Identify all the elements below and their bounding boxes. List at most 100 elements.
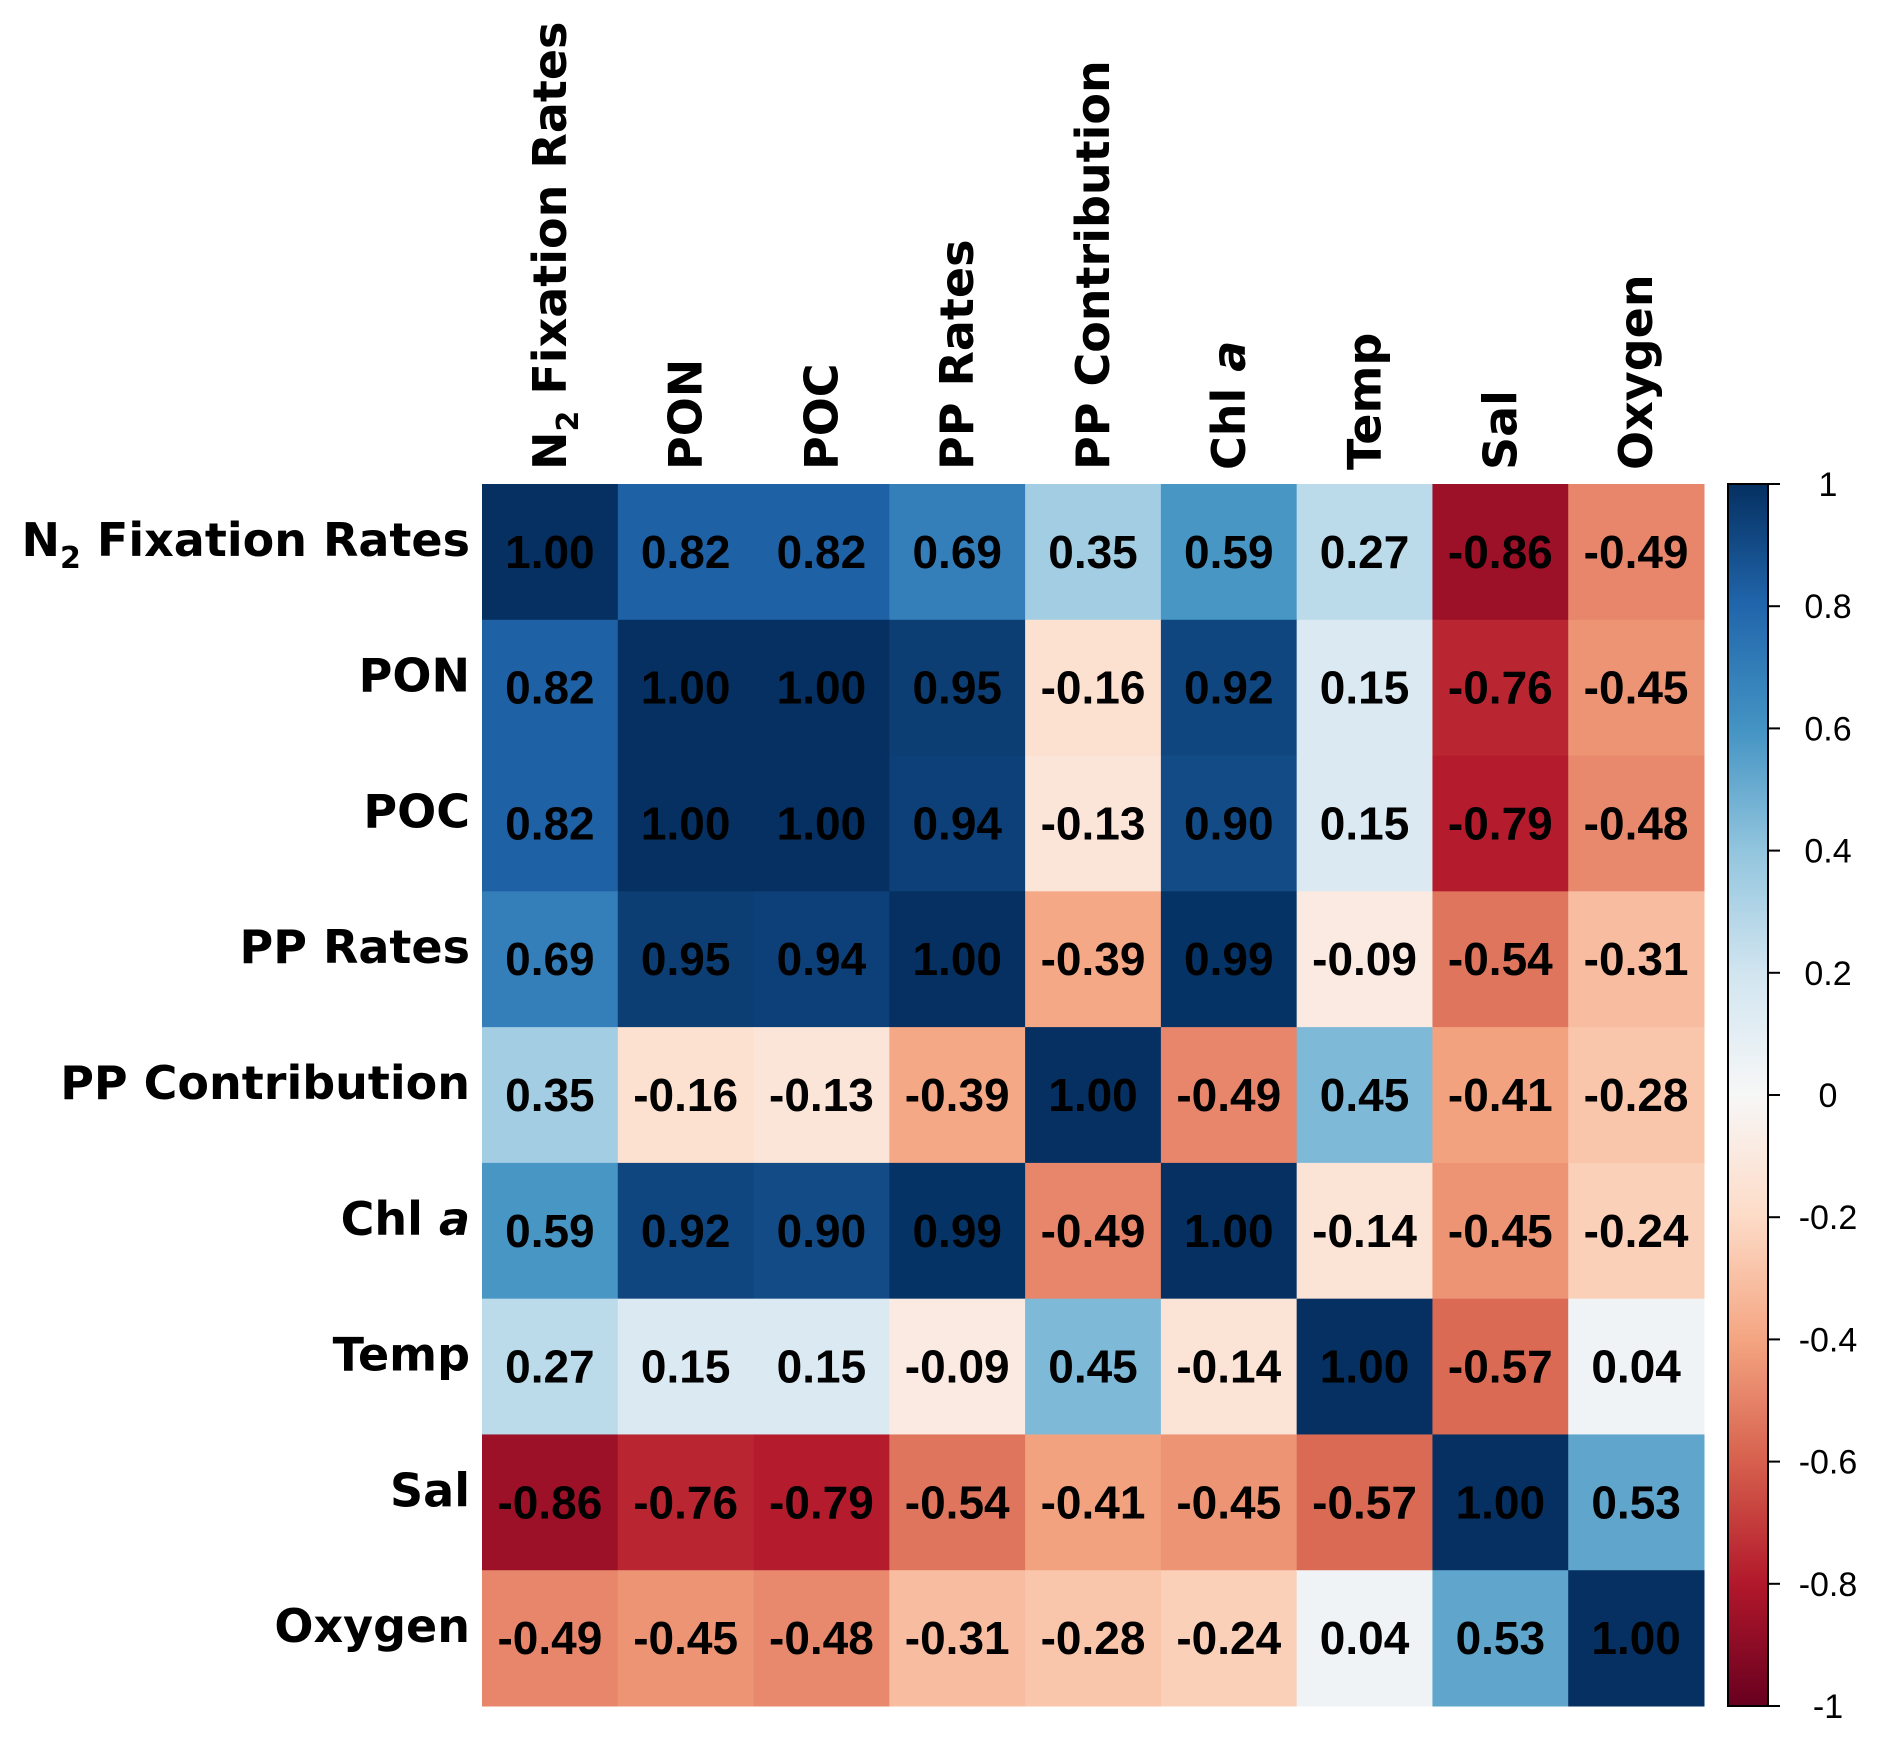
cell-value-label: -0.09	[905, 1341, 1010, 1393]
cell-value-label: -0.39	[1041, 933, 1146, 985]
colorbar-tick-label: -1	[1813, 1688, 1843, 1726]
cell-value-label: -0.14	[1176, 1341, 1281, 1393]
cell-value-label: 0.27	[505, 1341, 595, 1393]
heatmap-cell	[1025, 1027, 1162, 1164]
heatmap-cell	[617, 619, 755, 757]
cell-value-label: -0.24	[1176, 1612, 1281, 1664]
heatmap-cells	[482, 484, 1705, 1707]
heatmap-cell	[753, 1298, 890, 1435]
heatmap-cell	[1568, 619, 1705, 757]
colorbar: 1 0.8 0.6 0.4 0.2 0 -0.2 -0.4 -0.6 -0.8 -1	[1727, 466, 1858, 1726]
colorbar-tick-label: -0.8	[1799, 1566, 1858, 1604]
heatmap-cell	[889, 755, 1026, 892]
colorbar-tick-label: 0.8	[1804, 588, 1851, 626]
heatmap-cell	[482, 619, 619, 757]
heatmap-cell	[753, 755, 890, 892]
cell-value-label: -0.41	[1041, 1476, 1146, 1528]
row-label: N2 Fixation Rates	[22, 513, 470, 576]
colorbar-tick-label: -0.6	[1799, 1444, 1858, 1482]
cell-value-label: 0.15	[641, 1341, 731, 1393]
heatmap-cell	[482, 1298, 619, 1435]
cell-value-label: -0.49	[1041, 1205, 1146, 1257]
heatmap-cell	[1296, 484, 1433, 621]
heatmap-cell	[1160, 619, 1298, 757]
heatmap-cell	[1432, 755, 1569, 892]
cell-value-label: 0.15	[1320, 662, 1410, 714]
cell-value-label: -0.41	[1448, 1069, 1553, 1121]
cell-value-label: -0.45	[1448, 1205, 1553, 1257]
cell-value-label: 0.82	[505, 797, 595, 849]
cell-value-label: 0.04	[1320, 1612, 1410, 1664]
cell-value-label: 0.94	[777, 933, 867, 985]
heatmap-cell	[1568, 1298, 1705, 1435]
heatmap-cell	[617, 1162, 755, 1300]
heatmap-cell	[1025, 619, 1162, 757]
heatmap-cell	[1432, 1298, 1569, 1435]
cell-value-label: -0.28	[1584, 1069, 1689, 1121]
row-labels: N2 Fixation Rates PON POC PP Rates PP Contri…	[22, 513, 470, 1653]
colorbar-tick-label: 0.6	[1804, 710, 1851, 748]
cell-value-label: 1.00	[912, 933, 1002, 985]
heatmap-cell	[482, 891, 619, 1028]
heatmap-cell	[617, 891, 755, 1028]
heatmap-cell	[1025, 1570, 1162, 1707]
colorbar-tick-label: 1	[1819, 466, 1838, 504]
cell-value-label: 0.59	[1184, 526, 1274, 578]
cell-value-label: -0.79	[1448, 797, 1553, 849]
cell-value-label: 1.00	[1591, 1612, 1681, 1664]
cell-value-label: 0.04	[1591, 1341, 1681, 1393]
cell-value-label: 1.00	[505, 526, 595, 578]
cell-value-label: 0.15	[777, 1341, 867, 1393]
cell-value-label: 0.92	[1184, 662, 1274, 714]
heatmap-cell	[889, 1570, 1026, 1707]
heatmap-cell	[1432, 484, 1569, 621]
cell-value-label: 0.15	[1320, 797, 1410, 849]
heatmap-cell	[1296, 1162, 1433, 1300]
column-label: PP Contribution	[1066, 60, 1120, 470]
cell-value-label: 0.90	[777, 1205, 867, 1257]
cell-value-label: -0.24	[1584, 1205, 1689, 1257]
cell-value-label: -0.45	[633, 1612, 738, 1664]
colorbar-tick-label: -0.2	[1799, 1199, 1858, 1237]
cell-value-label: -0.79	[769, 1476, 874, 1528]
heatmap-cell	[482, 1434, 619, 1571]
cell-value-label: 0.95	[912, 662, 1002, 714]
colorbar-tick-label: 0	[1819, 1077, 1838, 1115]
cell-value-label: 0.27	[1320, 526, 1410, 578]
cell-value-label: 1.00	[777, 797, 867, 849]
heatmap-cell	[1296, 1434, 1433, 1571]
heatmap-cell	[617, 1298, 755, 1435]
cell-value-label: -0.57	[1448, 1341, 1553, 1393]
heatmap-cell	[753, 1570, 890, 1707]
heatmap-cell	[1432, 1162, 1569, 1300]
heatmap-cell	[617, 484, 755, 621]
heatmap-cell	[1025, 1162, 1162, 1300]
heatmap-cell	[889, 891, 1026, 1028]
cell-value-label: 1.00	[641, 662, 731, 714]
row-label: Oxygen	[274, 1599, 470, 1653]
cell-value-label: 1.00	[1320, 1341, 1410, 1393]
heatmap-cell	[889, 1434, 1026, 1571]
heatmap-cell	[1568, 891, 1705, 1028]
heatmap-cell	[889, 484, 1026, 621]
cell-value-label: 1.00	[1184, 1205, 1274, 1257]
heatmap-cell	[1025, 891, 1162, 1028]
cell-value-label: -0.54	[1448, 933, 1553, 985]
heatmap-cell	[889, 1027, 1026, 1164]
cell-value-label: -0.13	[769, 1069, 874, 1121]
row-label: PP Contribution	[60, 1056, 470, 1110]
cell-value-label: -0.16	[1041, 662, 1146, 714]
cell-value-label: 0.69	[912, 526, 1002, 578]
cell-value-label: -0.76	[1448, 662, 1553, 714]
row-label: PON	[359, 649, 470, 703]
heatmap-cell	[1432, 1434, 1569, 1571]
cell-value-label: -0.57	[1312, 1476, 1417, 1528]
heatmap-cell	[1568, 1162, 1705, 1300]
cell-value-label: 0.82	[777, 526, 867, 578]
cell-value-label: 0.82	[505, 662, 595, 714]
column-label: PP Rates	[930, 240, 984, 470]
heatmap-cell	[482, 1027, 619, 1164]
heatmap-cell	[1296, 755, 1433, 892]
cell-value-label: -0.86	[1448, 526, 1553, 578]
